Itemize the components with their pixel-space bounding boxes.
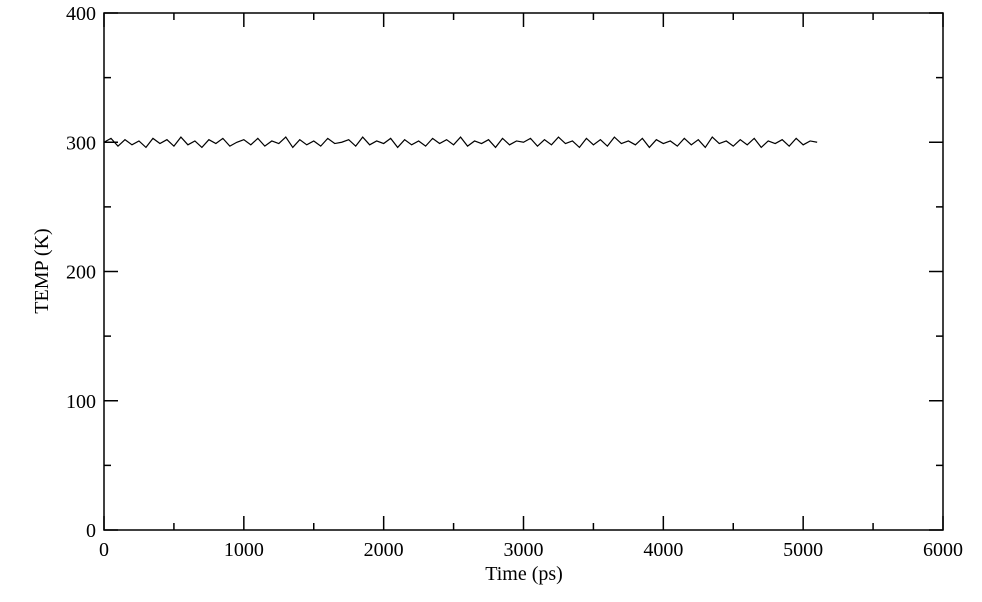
x-axis-title: Time (ps) xyxy=(485,563,563,585)
x-tick-label: 3000 xyxy=(504,539,544,561)
x-tick-label: 1000 xyxy=(224,539,264,561)
x-tick-label: 2000 xyxy=(364,539,404,561)
x-tick-label: 0 xyxy=(99,539,109,561)
data-line xyxy=(103,136,818,149)
x-tick-label: 5000 xyxy=(783,539,823,561)
y-tick-label: 0 xyxy=(86,520,96,542)
y-axis-title: TEMP (K) xyxy=(31,228,53,313)
x-tick-label: 4000 xyxy=(643,539,683,561)
y-tick-label: 200 xyxy=(66,262,96,284)
plot-frame xyxy=(103,12,944,531)
y-tick-label: 400 xyxy=(66,3,96,25)
x-tick-label: 6000 xyxy=(923,539,963,561)
y-tick-label: 100 xyxy=(66,391,96,413)
y-tick-label: 300 xyxy=(66,132,96,154)
